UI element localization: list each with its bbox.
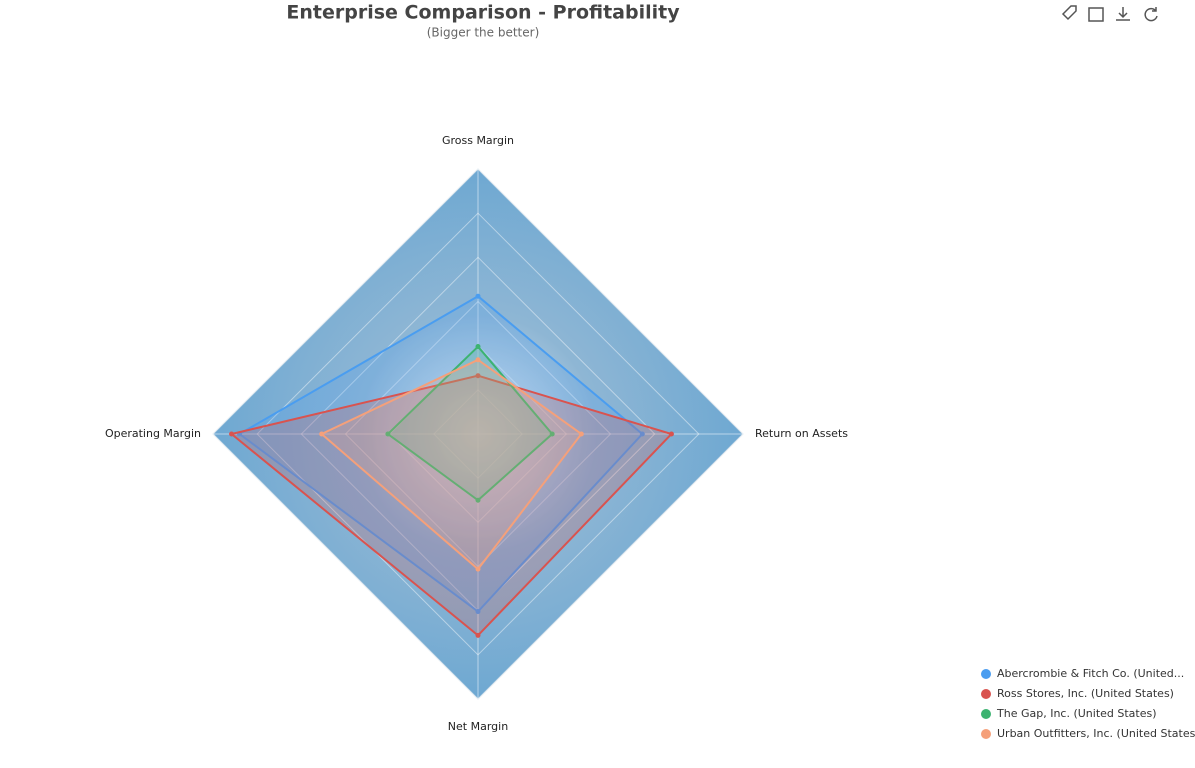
data-point bbox=[639, 431, 645, 437]
data-point bbox=[475, 373, 481, 379]
legend-marker bbox=[981, 709, 991, 719]
data-point bbox=[475, 609, 481, 615]
data-point bbox=[475, 344, 481, 350]
chart-subtitle: (Bigger the better) bbox=[427, 26, 540, 40]
toolbar bbox=[1061, 5, 1158, 22]
legend-label: Ross Stores, Inc. (United States) bbox=[997, 687, 1174, 700]
indicator-label: Net Margin bbox=[448, 720, 508, 733]
legend-marker bbox=[981, 689, 991, 699]
legend-label: Abercrombie & Fitch Co. (United... bbox=[997, 667, 1184, 680]
data-point bbox=[229, 431, 235, 437]
data-point bbox=[668, 431, 674, 437]
data-point bbox=[385, 431, 391, 437]
download-icon[interactable] bbox=[1116, 7, 1130, 21]
refresh-icon[interactable] bbox=[1144, 7, 1158, 22]
legend-marker bbox=[981, 729, 991, 739]
legend-label: The Gap, Inc. (United States) bbox=[996, 707, 1157, 720]
data-point bbox=[475, 497, 481, 503]
tag-icon[interactable] bbox=[1061, 5, 1077, 21]
table-icon[interactable] bbox=[1088, 7, 1104, 22]
data-point bbox=[319, 431, 325, 437]
legend-marker bbox=[981, 669, 991, 679]
indicator-label: Gross Margin bbox=[442, 134, 514, 147]
data-point bbox=[549, 431, 555, 437]
data-point bbox=[475, 566, 481, 572]
indicator-label: Operating Margin bbox=[105, 427, 201, 440]
data-point bbox=[475, 293, 481, 299]
legend-label: Urban Outfitters, Inc. (United States) bbox=[997, 727, 1195, 740]
chart-title: Enterprise Comparison - Profitability bbox=[286, 2, 680, 24]
data-point bbox=[578, 431, 584, 437]
data-point bbox=[475, 357, 481, 363]
data-point bbox=[475, 632, 481, 638]
indicator-label: Return on Assets bbox=[755, 427, 848, 440]
